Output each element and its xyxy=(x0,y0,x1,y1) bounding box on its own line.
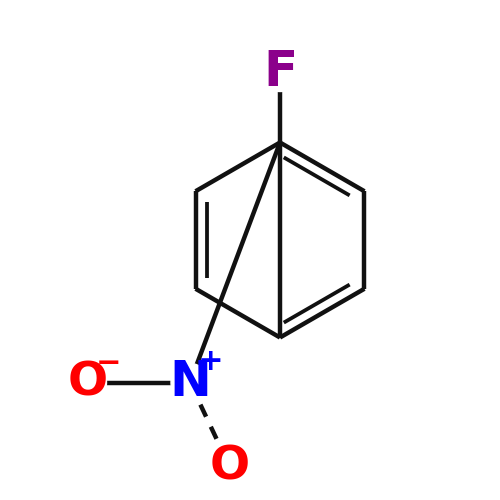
Text: O: O xyxy=(68,360,108,405)
Text: −: − xyxy=(96,349,121,378)
Text: +: + xyxy=(198,347,224,376)
Text: F: F xyxy=(263,48,297,96)
Text: N: N xyxy=(169,358,211,406)
Circle shape xyxy=(261,54,299,92)
Circle shape xyxy=(171,364,209,402)
Circle shape xyxy=(68,364,106,402)
Text: O: O xyxy=(210,445,250,490)
Circle shape xyxy=(211,448,249,486)
